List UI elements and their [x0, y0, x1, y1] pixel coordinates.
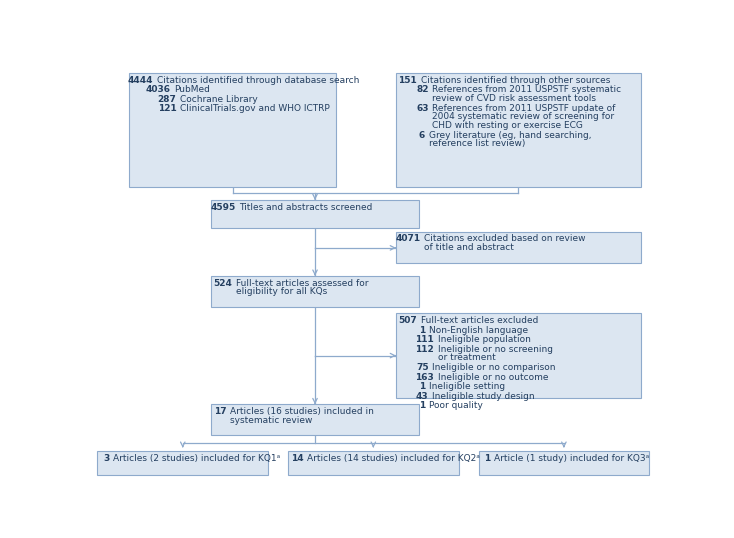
FancyBboxPatch shape: [396, 73, 641, 187]
Text: 112: 112: [415, 345, 435, 353]
FancyBboxPatch shape: [396, 313, 641, 398]
Text: Titles and abstracts screened: Titles and abstracts screened: [239, 203, 372, 212]
Text: Article (1 study) included for KQ3ᵃ: Article (1 study) included for KQ3ᵃ: [494, 454, 649, 463]
Text: Ineligible or no screening: Ineligible or no screening: [437, 345, 553, 353]
Text: 121: 121: [158, 104, 176, 114]
Text: 4444: 4444: [128, 76, 153, 85]
FancyBboxPatch shape: [211, 404, 419, 435]
Text: Ineligible or no outcome: Ineligible or no outcome: [437, 372, 548, 381]
FancyBboxPatch shape: [396, 231, 641, 263]
Text: Poor quality: Poor quality: [429, 401, 482, 410]
Text: Citations excluded based on review: Citations excluded based on review: [424, 235, 586, 243]
Text: Articles (14 studies) included for KQ2ᵃ: Articles (14 studies) included for KQ2ᵃ: [307, 454, 479, 463]
Text: 4595: 4595: [211, 203, 236, 212]
Text: 4071: 4071: [396, 235, 421, 243]
Text: 151: 151: [399, 76, 417, 85]
Text: 524: 524: [214, 279, 232, 288]
Text: Ineligible setting: Ineligible setting: [429, 382, 505, 391]
FancyBboxPatch shape: [288, 451, 459, 475]
Text: Citations identified through database search: Citations identified through database se…: [156, 76, 359, 85]
Text: review of CVD risk assessment tools: review of CVD risk assessment tools: [432, 94, 596, 103]
Text: Ineligible population: Ineligible population: [437, 335, 531, 344]
Text: Citations identified through other sources: Citations identified through other sourc…: [421, 76, 610, 85]
Text: of title and abstract: of title and abstract: [424, 243, 514, 252]
Text: Full-text articles excluded: Full-text articles excluded: [421, 316, 538, 325]
Text: systematic review: systematic review: [230, 416, 313, 425]
Text: PubMed: PubMed: [174, 86, 209, 94]
Text: ClinicalTrials.gov and WHO ICTRP: ClinicalTrials.gov and WHO ICTRP: [180, 104, 330, 114]
Text: 1: 1: [419, 401, 425, 410]
Text: reference list review): reference list review): [429, 139, 525, 148]
Text: 17: 17: [214, 407, 227, 416]
Text: Full-text articles assessed for: Full-text articles assessed for: [236, 279, 368, 288]
Text: 1: 1: [419, 382, 425, 391]
Text: 6: 6: [419, 131, 425, 139]
Text: 43: 43: [416, 392, 429, 401]
Text: CHD with resting or exercise ECG: CHD with resting or exercise ECG: [432, 121, 583, 130]
Text: Cochrane Library: Cochrane Library: [180, 95, 258, 104]
Text: 1: 1: [484, 454, 490, 463]
Text: Ineligible study design: Ineligible study design: [432, 392, 534, 401]
Text: Grey literature (eg, hand searching,: Grey literature (eg, hand searching,: [429, 131, 591, 139]
Text: eligibility for all KQs: eligibility for all KQs: [236, 287, 327, 296]
Text: 75: 75: [416, 363, 429, 372]
FancyBboxPatch shape: [128, 73, 336, 187]
Text: Articles (16 studies) included in: Articles (16 studies) included in: [230, 407, 374, 416]
Text: References from 2011 USPSTF systematic: References from 2011 USPSTF systematic: [432, 86, 621, 94]
Text: 4036: 4036: [145, 86, 170, 94]
Text: 111: 111: [415, 335, 435, 344]
Text: 82: 82: [416, 86, 429, 94]
Text: Articles (2 studies) included for KQ1ᵃ: Articles (2 studies) included for KQ1ᵃ: [113, 454, 280, 463]
Text: 163: 163: [415, 372, 435, 381]
Text: 14: 14: [291, 454, 303, 463]
Text: 2004 systematic review of screening for: 2004 systematic review of screening for: [432, 112, 614, 121]
Text: 1: 1: [419, 325, 425, 335]
Text: 63: 63: [416, 104, 429, 112]
FancyBboxPatch shape: [98, 451, 268, 475]
Text: References from 2011 USPSTF update of: References from 2011 USPSTF update of: [432, 104, 615, 112]
Text: 3: 3: [103, 454, 109, 463]
Text: Ineligible or no comparison: Ineligible or no comparison: [432, 363, 556, 372]
Text: 287: 287: [158, 95, 176, 104]
Text: Non-English language: Non-English language: [429, 325, 528, 335]
Text: or treatment: or treatment: [437, 353, 495, 363]
FancyBboxPatch shape: [211, 200, 419, 228]
FancyBboxPatch shape: [479, 451, 649, 475]
FancyBboxPatch shape: [211, 276, 419, 307]
Text: 507: 507: [399, 316, 417, 325]
